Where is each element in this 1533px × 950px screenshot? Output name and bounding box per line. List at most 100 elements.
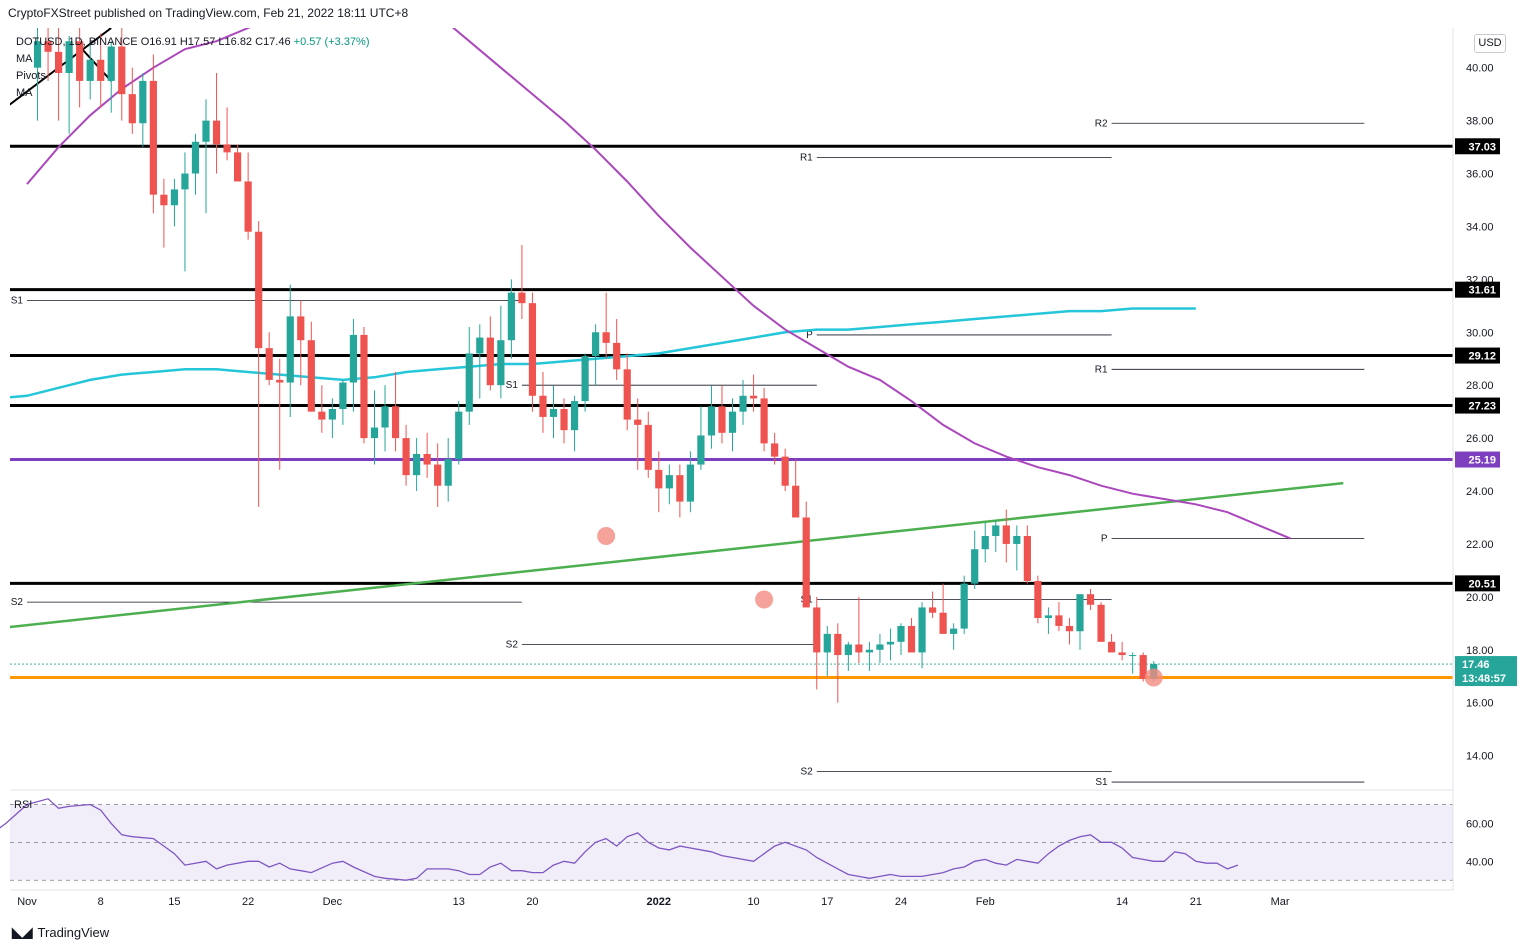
candle — [802, 501, 810, 608]
svg-text:25.19: 25.19 — [1468, 455, 1496, 467]
candle — [623, 353, 631, 431]
y-tick-label: 26.00 — [1466, 433, 1494, 445]
tradingview-logo[interactable]: ⁠◣◢ TradingView — [12, 924, 109, 941]
candle-body — [65, 41, 73, 73]
candle — [686, 451, 694, 513]
candle — [465, 326, 473, 425]
candle-body — [97, 59, 105, 81]
candle-body — [971, 549, 979, 584]
currency-button[interactable]: USD — [1474, 34, 1506, 53]
pivot-label: R1 — [1095, 364, 1108, 375]
indicator-pivots[interactable]: Pivots — [16, 70, 46, 82]
candle-body — [592, 332, 600, 357]
candle — [1034, 575, 1042, 624]
level-tag: 27.23 — [1455, 397, 1500, 414]
indicator-ma-2[interactable]: MA — [16, 87, 33, 99]
candle-body — [160, 194, 168, 206]
pennant-line — [10, 28, 112, 106]
candle — [160, 178, 168, 248]
candle — [749, 374, 758, 412]
y-tick-label: 18.00 — [1466, 645, 1494, 657]
axes: 14.00 16.00 18.00 20.00 22.00 24.00 26.00 28.00… — [10, 28, 1517, 908]
candle-body — [749, 395, 758, 399]
candle-body — [623, 369, 631, 420]
candle — [244, 152, 252, 240]
candle — [33, 28, 42, 121]
candle-body — [676, 475, 684, 502]
candle-body — [286, 316, 294, 383]
candle — [223, 107, 231, 161]
level-tag: 31.61 — [1455, 281, 1500, 298]
candle — [413, 438, 421, 492]
y-tick-label: 20.00 — [1466, 592, 1494, 604]
brand-label: TradingView — [37, 925, 110, 940]
candle-body — [781, 456, 789, 486]
pennant-line — [78, 45, 112, 82]
pivot-label: P — [1101, 534, 1108, 545]
candle-body — [950, 628, 958, 634]
candle — [349, 319, 358, 412]
candle — [381, 385, 389, 452]
candle-body — [771, 443, 779, 457]
candle-body — [665, 475, 673, 489]
candle — [507, 279, 515, 359]
y-tick-label: 24.00 — [1466, 486, 1494, 498]
candle — [1118, 641, 1126, 661]
candle — [86, 41, 94, 100]
candle — [707, 385, 716, 449]
markers — [597, 527, 1163, 687]
candle-body — [1107, 641, 1116, 653]
last-price-tag: 17.46 13:48:57 — [1455, 656, 1517, 687]
candle-body — [1097, 604, 1105, 642]
svg-text:17.46: 17.46 — [1462, 659, 1490, 671]
candle — [928, 591, 937, 619]
close-value: C17.46 — [255, 36, 291, 48]
candle — [644, 411, 652, 478]
rsi-label: RSI — [14, 799, 32, 811]
candle-body — [1034, 580, 1042, 619]
candle-body — [202, 120, 210, 142]
candle-body — [528, 303, 537, 396]
symbol-row[interactable]: DOTUSD, 1D, BINANCE O16.91 H17.57 L16.82… — [16, 34, 370, 51]
candle-body — [918, 607, 926, 653]
candle — [318, 385, 326, 433]
candle-body — [655, 469, 663, 489]
chart-legend[interactable]: DOTUSD, 1D, BINANCE O16.91 H17.57 L16.82… — [16, 34, 370, 102]
candle-body — [54, 51, 63, 73]
candle — [212, 72, 221, 174]
candle — [202, 99, 210, 214]
candle — [676, 464, 684, 518]
candle-body — [328, 409, 336, 420]
candle-body — [391, 406, 400, 439]
x-tick-label: 10 — [747, 896, 759, 908]
candle — [592, 324, 600, 386]
candle-body — [381, 406, 389, 428]
candle-body — [128, 94, 136, 124]
candle-body — [276, 379, 284, 383]
candle — [1097, 602, 1105, 642]
candle-body — [465, 353, 473, 412]
candle — [1129, 652, 1137, 674]
candle-body — [444, 459, 452, 486]
pivot-label: R1 — [800, 153, 813, 164]
candle — [391, 371, 400, 452]
y-tick-label: 38.00 — [1466, 116, 1494, 128]
candle-body — [644, 424, 652, 470]
symbol-label[interactable]: DOTUSD, 1D, BINANCE — [16, 36, 138, 48]
candle — [423, 432, 431, 478]
pivot-levels: R2R1R1PPS1S1S1S1S2S2S2 — [11, 118, 1365, 788]
candle-body — [139, 80, 147, 124]
indicator-ma-1[interactable]: MA — [16, 53, 33, 65]
candle — [486, 316, 494, 391]
candle — [1086, 588, 1095, 611]
candle-body — [497, 340, 505, 386]
candle-body — [318, 411, 326, 420]
candle-body — [434, 464, 442, 486]
candle-body — [581, 356, 589, 402]
candle — [1139, 652, 1147, 682]
candle — [181, 152, 189, 272]
x-tick-label: Mar — [1271, 896, 1290, 908]
candle-body — [928, 607, 937, 613]
candle — [834, 623, 842, 703]
